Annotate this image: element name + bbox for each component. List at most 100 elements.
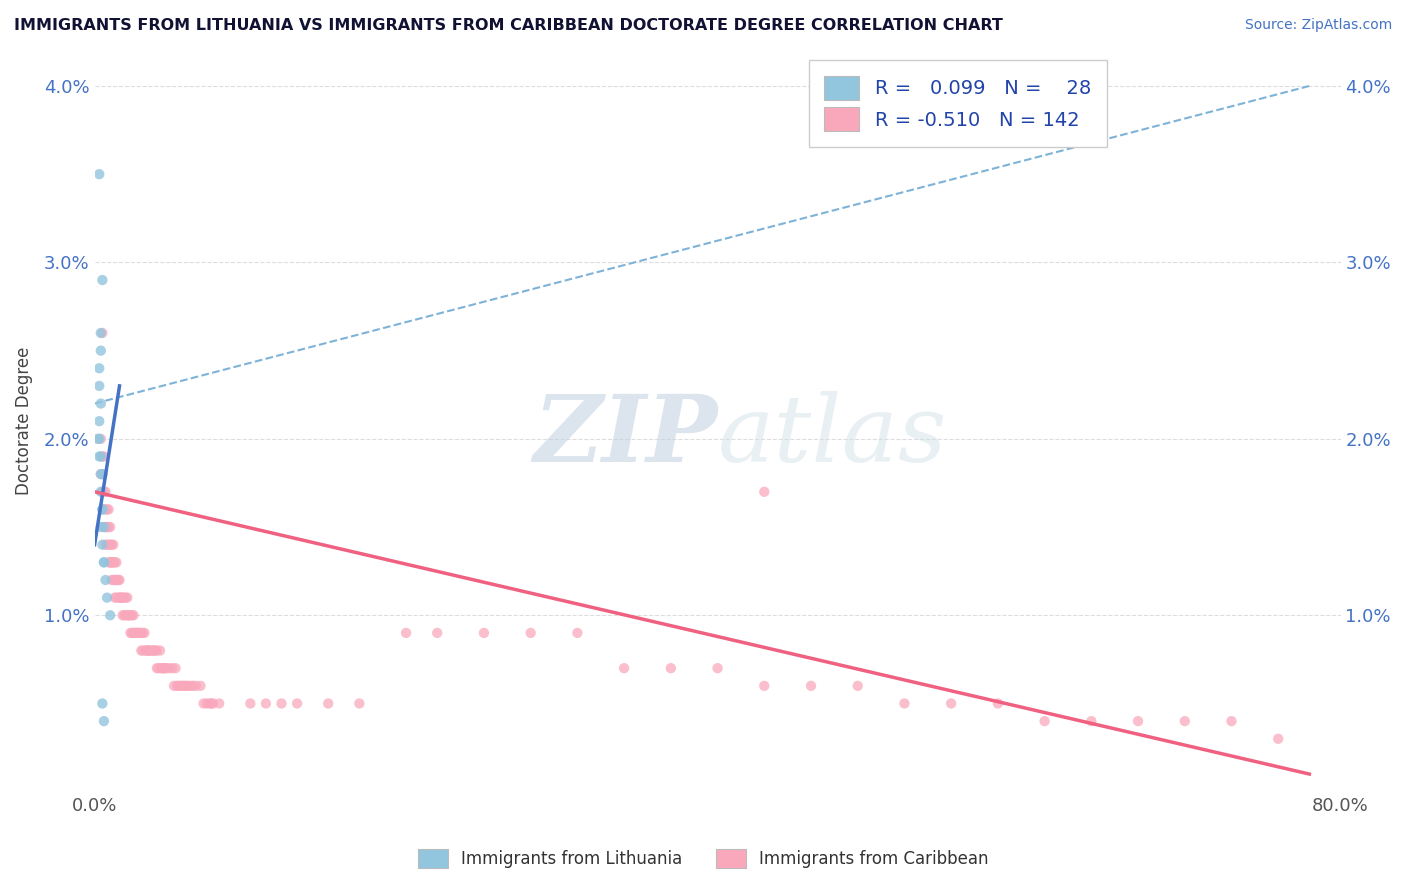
Point — [155, 661, 177, 675]
Point — [97, 538, 120, 552]
Point — [100, 538, 122, 552]
Point — [96, 538, 118, 552]
Point — [270, 697, 292, 711]
Point — [141, 643, 163, 657]
Point — [136, 643, 159, 657]
Point — [117, 591, 139, 605]
Point — [254, 697, 277, 711]
Point — [125, 626, 148, 640]
Point — [472, 626, 495, 640]
Point — [90, 432, 112, 446]
Point — [112, 608, 135, 623]
Point — [201, 697, 224, 711]
Point — [120, 626, 142, 640]
Point — [143, 643, 166, 657]
Point — [148, 661, 170, 675]
Point — [114, 591, 136, 605]
Point — [108, 573, 131, 587]
Point — [89, 432, 111, 446]
Point — [893, 697, 915, 711]
Point — [91, 467, 114, 482]
Point — [142, 643, 165, 657]
Point — [91, 697, 114, 711]
Point — [89, 167, 111, 181]
Point — [91, 273, 114, 287]
Point — [146, 643, 169, 657]
Point — [167, 679, 190, 693]
Point — [112, 591, 135, 605]
Point — [1080, 714, 1102, 728]
Point — [177, 679, 200, 693]
Point — [105, 573, 128, 587]
Point — [103, 573, 125, 587]
Point — [190, 679, 212, 693]
Point — [754, 484, 776, 499]
Point — [169, 679, 191, 693]
Point — [93, 555, 115, 569]
Point — [195, 697, 218, 711]
Text: IMMIGRANTS FROM LITHUANIA VS IMMIGRANTS FROM CARIBBEAN DOCTORATE DEGREE CORRELAT: IMMIGRANTS FROM LITHUANIA VS IMMIGRANTS … — [14, 18, 1002, 33]
Point — [86, 432, 108, 446]
Point — [93, 520, 115, 534]
Point — [153, 661, 176, 675]
Point — [153, 661, 176, 675]
Point — [135, 643, 157, 657]
Point — [132, 643, 155, 657]
Point — [193, 697, 215, 711]
Point — [349, 697, 371, 711]
Point — [94, 502, 117, 516]
Point — [90, 484, 112, 499]
Point — [93, 520, 115, 534]
Point — [97, 555, 120, 569]
Point — [96, 520, 118, 534]
Point — [105, 555, 128, 569]
Point — [706, 661, 728, 675]
Point — [104, 555, 127, 569]
Point — [90, 467, 112, 482]
Point — [127, 626, 149, 640]
Point — [659, 661, 682, 675]
Point — [117, 608, 139, 623]
Point — [165, 661, 187, 675]
Point — [157, 661, 180, 675]
Point — [93, 450, 115, 464]
Point — [91, 502, 114, 516]
Point — [519, 626, 541, 640]
Point — [96, 591, 118, 605]
Point — [316, 697, 339, 711]
Point — [613, 661, 636, 675]
Point — [395, 626, 418, 640]
Point — [98, 555, 121, 569]
Point — [93, 502, 115, 516]
Point — [89, 361, 111, 376]
Text: ZIP: ZIP — [533, 391, 717, 481]
Point — [93, 484, 115, 499]
Point — [91, 326, 114, 340]
Point — [93, 555, 115, 569]
Point — [754, 679, 776, 693]
Point — [426, 626, 449, 640]
Point — [138, 643, 160, 657]
Point — [91, 484, 114, 499]
Point — [98, 520, 121, 534]
Point — [163, 679, 186, 693]
Point — [208, 697, 231, 711]
Point — [107, 573, 129, 587]
Point — [104, 573, 127, 587]
Point — [93, 714, 115, 728]
Point — [800, 679, 823, 693]
Point — [170, 679, 193, 693]
Point — [103, 538, 125, 552]
Point — [174, 679, 197, 693]
Point — [103, 555, 125, 569]
Point — [91, 502, 114, 516]
Point — [110, 591, 132, 605]
Point — [111, 608, 134, 623]
Point — [150, 661, 173, 675]
Point — [941, 697, 963, 711]
Point — [135, 643, 157, 657]
Point — [125, 626, 148, 640]
Point — [97, 502, 120, 516]
Point — [114, 608, 136, 623]
Point — [987, 697, 1010, 711]
